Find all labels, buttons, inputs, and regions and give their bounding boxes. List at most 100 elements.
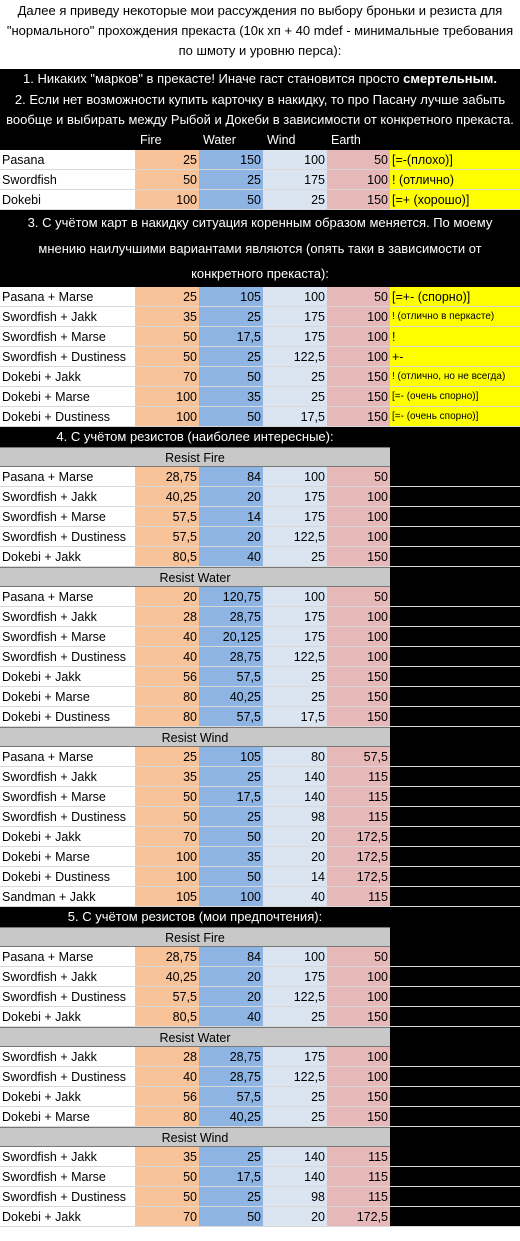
row-name-cell: Swordfish + Jakk — [0, 1147, 136, 1166]
water-value-cell: 20 — [199, 487, 263, 506]
water-value-cell: 57,5 — [199, 667, 263, 686]
table-row: Dokebi + Marse 80 40,25 25 150 — [0, 1107, 520, 1127]
blank-cell — [390, 1147, 520, 1166]
fire-value-cell: 28 — [136, 1047, 199, 1066]
fire-value-cell: 70 — [136, 827, 199, 846]
water-value-cell: 40 — [199, 1007, 263, 1026]
subhead-label: Resist Wind — [0, 1127, 390, 1147]
wind-value-cell: 175 — [263, 487, 327, 506]
earth-value-cell: 115 — [327, 787, 390, 806]
earth-value-cell: 50 — [327, 587, 390, 606]
earth-value-cell: 172,5 — [327, 867, 390, 886]
water-value-cell: 14 — [199, 507, 263, 526]
water-value-cell: 50 — [199, 407, 263, 426]
fire-value-cell: 25 — [136, 150, 199, 169]
earth-value-cell: 172,5 — [327, 827, 390, 846]
earth-value-cell: 150 — [327, 387, 390, 406]
water-value-cell: 28,75 — [199, 607, 263, 626]
wind-value-cell: 25 — [263, 387, 327, 406]
row-name-cell: Swordfish + Dustiness — [0, 807, 136, 826]
wind-value-cell: 25 — [263, 1087, 327, 1106]
water-value-cell: 50 — [199, 190, 263, 209]
earth-value-cell: 100 — [327, 1067, 390, 1086]
section-5-title: 5. С учётом резистов (мои предпочтения): — [0, 907, 520, 927]
wind-value-cell: 25 — [263, 667, 327, 686]
section-4-title: 4. С учётом резистов (наиболее интересны… — [0, 427, 520, 447]
wind-value-cell: 175 — [263, 170, 327, 189]
water-value-cell: 40,25 — [199, 687, 263, 706]
table-row: Dokebi + Jakk 70 50 20 172,5 — [0, 1207, 520, 1227]
blank-cell — [390, 707, 520, 726]
earth-value-cell: 50 — [327, 150, 390, 169]
wind-value-cell: 14 — [263, 867, 327, 886]
section-2-title: 2. Если нет возможности купить карточку … — [0, 89, 520, 130]
water-value-cell: 50 — [199, 1207, 263, 1226]
blank-cell — [390, 527, 520, 546]
note-cell: +- — [390, 347, 520, 366]
wind-value-cell: 25 — [263, 547, 327, 566]
blank-cell — [390, 587, 520, 606]
water-value-cell: 120,75 — [199, 587, 263, 606]
header-blank — [390, 130, 520, 150]
water-value-cell: 50 — [199, 867, 263, 886]
table-row: Pasana + Marse 25 105 100 50 [=+- (спорно)] — [0, 287, 520, 307]
blank-cell — [390, 687, 520, 706]
table-s5-wind: Swordfish + Jakk 35 25 140 115 Swordfish + Ma… — [0, 1147, 520, 1227]
table-row: Dokebi + Marse 100 35 20 172,5 — [0, 847, 520, 867]
water-value-cell: 17,5 — [199, 787, 263, 806]
table-row: Swordfish + Dustiness 40 28,75 122,5 100 — [0, 1067, 520, 1087]
fire-value-cell: 57,5 — [136, 527, 199, 546]
fire-value-cell: 28 — [136, 607, 199, 626]
earth-value-cell: 57,5 — [327, 747, 390, 766]
table-row: Pasana + Marse 20 120,75 100 50 — [0, 587, 520, 607]
table-row: Swordfish + Dustiness 50 25 98 115 — [0, 807, 520, 827]
blank-cell — [390, 667, 520, 686]
wind-value-cell: 100 — [263, 947, 327, 966]
earth-value-cell: 150 — [327, 667, 390, 686]
fire-value-cell: 57,5 — [136, 987, 199, 1006]
earth-value-cell: 115 — [327, 767, 390, 786]
row-name-cell: Dokebi + Jakk — [0, 827, 136, 846]
table-row: Dokebi + Marse 100 35 25 150 [=- (очень спорн… — [0, 387, 520, 407]
wind-value-cell: 80 — [263, 747, 327, 766]
fire-value-cell: 40,25 — [136, 967, 199, 986]
water-value-cell: 25 — [199, 767, 263, 786]
row-name-cell: Pasana — [0, 150, 136, 169]
fire-value-cell: 50 — [136, 807, 199, 826]
note-cell: [=+- (спорно)] — [390, 287, 520, 306]
fire-value-cell: 80,5 — [136, 1007, 199, 1026]
water-value-cell: 40 — [199, 547, 263, 566]
table-row: Swordfish + Marse 40 20,125 175 100 — [0, 627, 520, 647]
table-row: Swordfish + Jakk 40,25 20 175 100 — [0, 967, 520, 987]
blank-cell — [390, 987, 520, 1006]
wind-value-cell: 100 — [263, 467, 327, 486]
table-row: Swordfish + Dustiness 57,5 20 122,5 100 — [0, 527, 520, 547]
table-row: Swordfish + Dustiness 57,5 20 122,5 100 — [0, 987, 520, 1007]
fire-value-cell: 80 — [136, 687, 199, 706]
blank-cell — [390, 1087, 520, 1106]
blank-cell — [390, 487, 520, 506]
row-name-cell: Pasana + Marse — [0, 467, 136, 486]
row-name-cell: Dokebi — [0, 190, 136, 209]
table-row: Sandman + Jakk 105 100 40 115 — [0, 887, 520, 907]
row-name-cell: Swordfish + Jakk — [0, 307, 136, 326]
earth-value-cell: 150 — [327, 407, 390, 426]
water-value-cell: 105 — [199, 287, 263, 306]
fire-value-cell: 56 — [136, 667, 199, 686]
wind-value-cell: 25 — [263, 367, 327, 386]
row-name-cell: Swordfish + Jakk — [0, 487, 136, 506]
earth-value-cell: 115 — [327, 1147, 390, 1166]
fire-value-cell: 57,5 — [136, 507, 199, 526]
fire-value-cell: 100 — [136, 387, 199, 406]
row-name-cell: Dokebi + Dustiness — [0, 867, 136, 886]
fire-value-cell: 50 — [136, 787, 199, 806]
water-value-cell: 40,25 — [199, 1107, 263, 1126]
water-value-cell: 84 — [199, 467, 263, 486]
note-cell: ! (отлично, но не всегда) — [390, 367, 520, 386]
row-name-cell: Pasana + Marse — [0, 587, 136, 606]
blank-cell — [390, 967, 520, 986]
blank-cell — [390, 787, 520, 806]
row-name-cell: Pasana + Marse — [0, 287, 136, 306]
column-header-row: Fire Water Wind Earth — [0, 130, 520, 150]
fire-value-cell: 56 — [136, 1087, 199, 1106]
